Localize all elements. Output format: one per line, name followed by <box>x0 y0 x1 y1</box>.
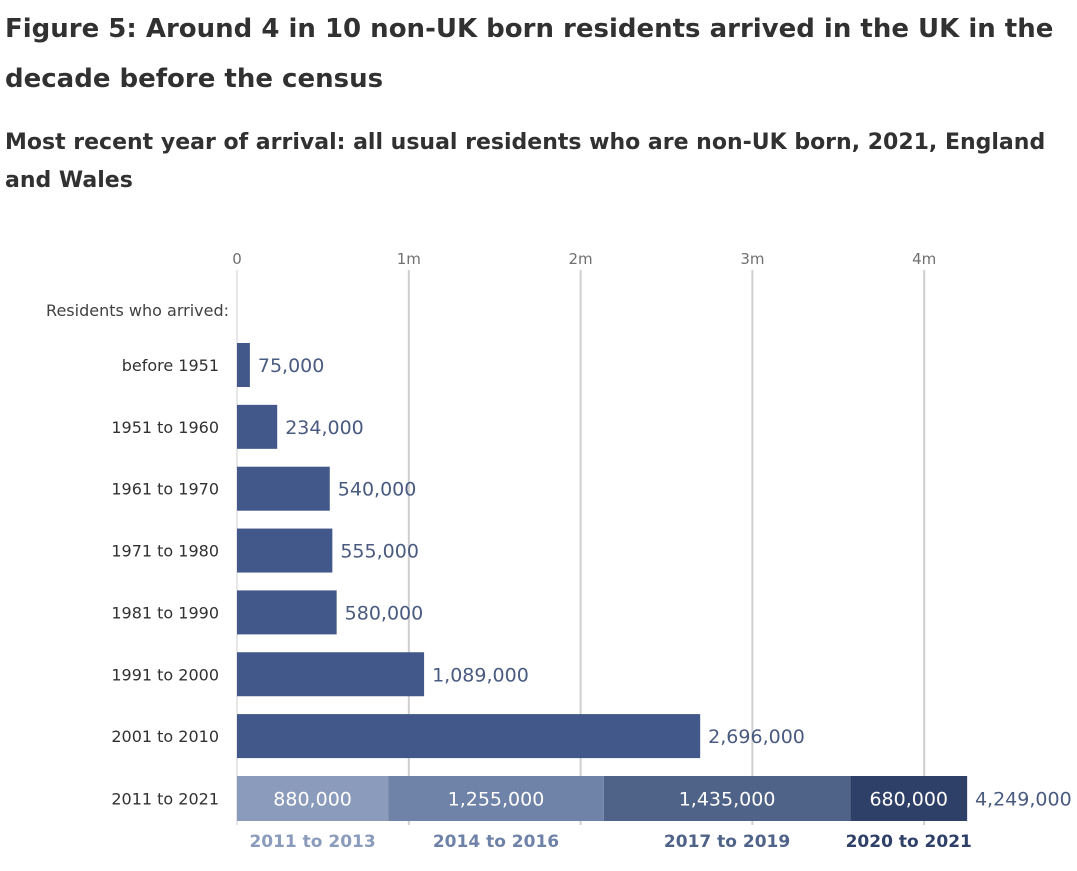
segment-value-label: 880,000 <box>273 789 352 811</box>
bar <box>237 343 250 387</box>
bar <box>237 528 333 573</box>
category-label: 1991 to 2000 <box>111 665 219 684</box>
segment-value-label: 680,000 <box>869 789 948 811</box>
category-label: before 1951 <box>122 356 219 375</box>
stacked-segment <box>603 776 851 821</box>
segment-value-label: 1,255,000 <box>448 789 545 811</box>
bar <box>237 466 330 511</box>
stacked-segment <box>388 776 604 821</box>
bar <box>237 590 337 635</box>
x-tick-label: 4m <box>912 250 936 268</box>
category-heading: Residents who arrived: <box>46 301 229 320</box>
category-label: 1971 to 1980 <box>111 542 219 561</box>
x-tick-label: 1m <box>397 250 421 268</box>
data-label: 580,000 <box>345 602 424 624</box>
total-label: 4,249,000 <box>975 789 1072 811</box>
x-tick-label: 0 <box>232 250 242 268</box>
data-label: 234,000 <box>285 417 364 439</box>
bar <box>237 652 425 697</box>
stacked-segment <box>237 776 389 821</box>
category-label: 1961 to 1970 <box>111 480 219 499</box>
category-label: 2011 to 2021 <box>111 790 219 809</box>
x-tick-label: 3m <box>740 250 764 268</box>
category-label: 1951 to 1960 <box>111 418 219 437</box>
data-label: 555,000 <box>340 541 419 563</box>
category-label: 1981 to 1990 <box>111 603 219 622</box>
data-label: 75,000 <box>258 355 324 377</box>
segment-value-label: 1,435,000 <box>679 789 776 811</box>
segment-name-label: 2014 to 2016 <box>433 832 559 852</box>
data-label: 1,089,000 <box>432 664 529 686</box>
bar <box>237 714 701 759</box>
stacked-segment <box>850 776 968 821</box>
segment-name-label: 2011 to 2013 <box>249 832 375 852</box>
segment-name-label: 2017 to 2019 <box>664 832 790 852</box>
chart-subtitle: Most recent year of arrival: all usual r… <box>5 130 1046 193</box>
category-label: 2001 to 2010 <box>111 727 219 746</box>
segment-name-label: 2020 to 2021 <box>846 832 972 852</box>
bar <box>237 404 278 449</box>
chart-title: Figure 5: Around 4 in 10 non-UK born res… <box>5 14 1054 94</box>
data-label: 540,000 <box>338 479 417 501</box>
data-label: 2,696,000 <box>708 726 805 748</box>
x-tick-label: 2m <box>569 250 593 268</box>
